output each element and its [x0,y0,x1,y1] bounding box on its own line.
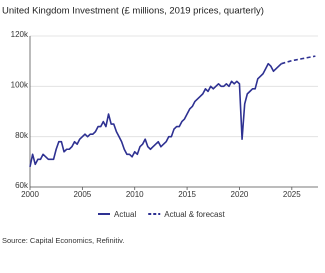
y-tick-label: 60k [15,181,29,190]
legend-label: Actual [114,210,136,219]
series-line [281,55,316,65]
series-line [29,62,282,168]
x-tick-label: 2025 [283,190,301,199]
y-tick-label: 100k [11,80,29,89]
x-tick-label: 2020 [231,190,249,199]
y-tick-label: 80k [15,131,29,140]
source-note: Source: Capital Economics, Refinitiv. [2,236,124,245]
x-tick-label: 2005 [73,190,91,199]
x-tick-label: 2010 [126,190,144,199]
y-tick-label: 120k [11,30,29,39]
x-tick-label: 2015 [178,190,196,199]
legend-label: Actual & forecast [164,210,225,219]
chart-title: United Kingdom Investment (£ millions, 2… [2,6,264,17]
x-tick-label: 2000 [21,190,39,199]
